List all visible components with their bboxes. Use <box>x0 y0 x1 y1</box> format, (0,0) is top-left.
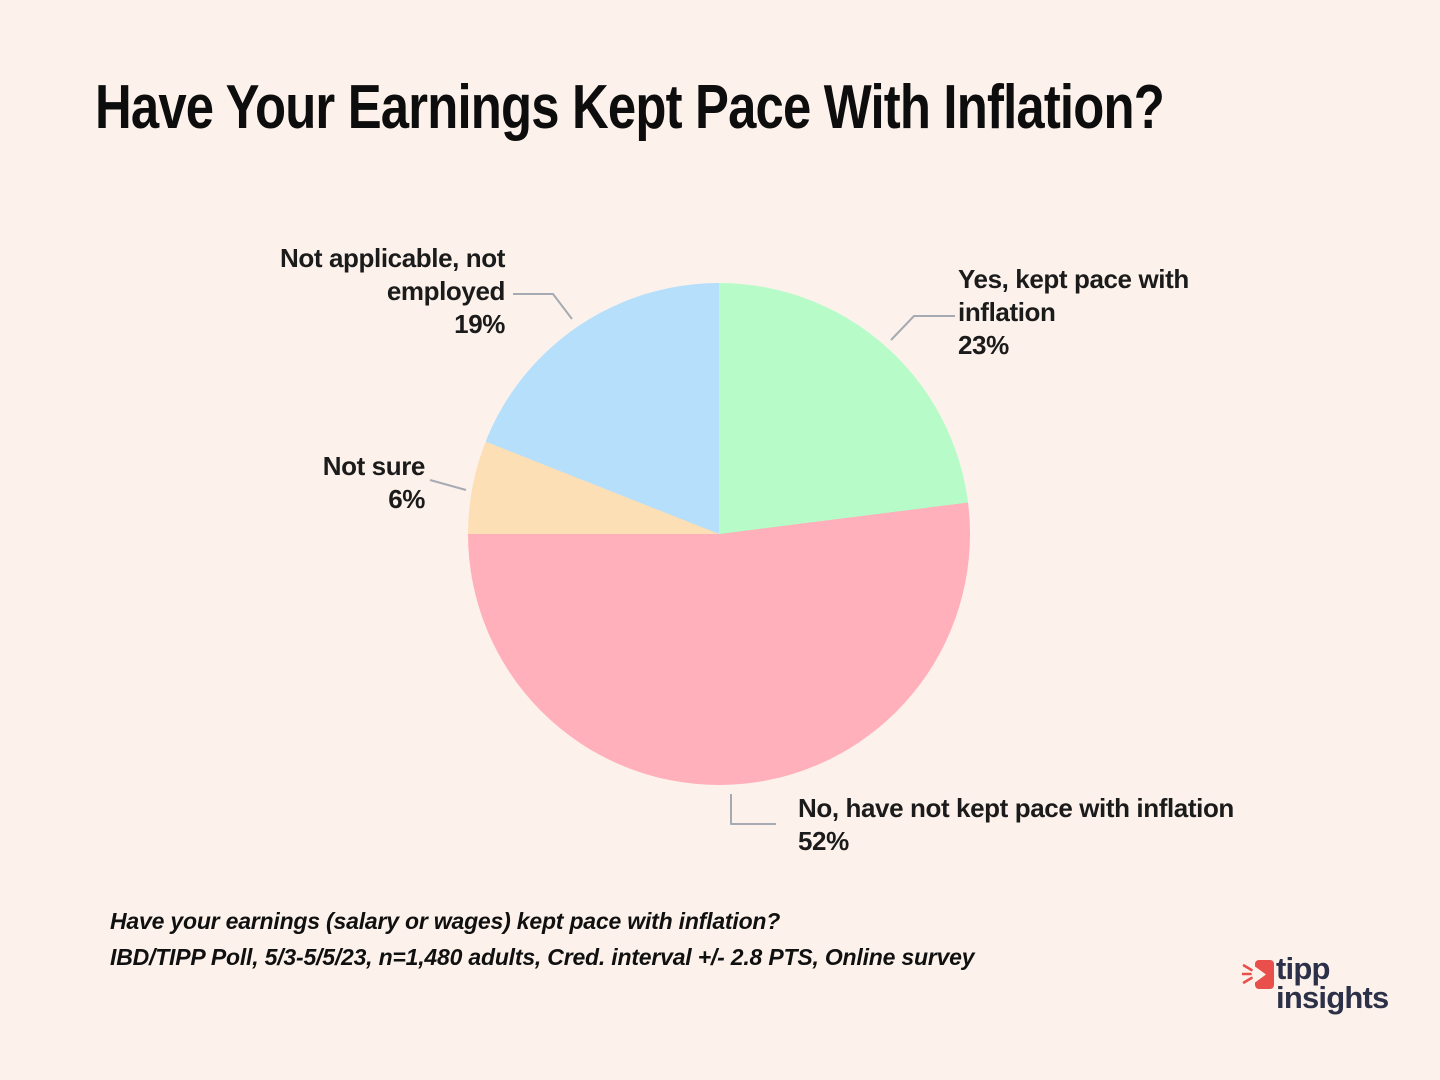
footer-question: Have your earnings (salary or wages) kep… <box>110 908 781 934</box>
slice-label-yes: Yes, kept pace with inflation 23% <box>958 263 1238 362</box>
leader-line-yes <box>890 315 955 341</box>
slice-label-text: No, have not kept pace with inflation <box>798 793 1234 823</box>
slice-label-text: Yes, kept pace with inflation <box>958 264 1189 327</box>
footer-source: IBD/TIPP Poll, 5/3-5/5/23, n=1,480 adult… <box>110 944 975 970</box>
leader-line-no <box>730 794 776 825</box>
page-title: Have Your Earnings Kept Pace With Inflat… <box>95 73 1165 142</box>
slice-pct: 52% <box>798 826 849 856</box>
slice-label-not-applicable: Not applicable, not employed 19% <box>225 242 505 341</box>
slice-pct: 19% <box>454 309 505 339</box>
leader-line-not-sure <box>429 479 467 491</box>
slice-label-text: Not applicable, not employed <box>280 243 505 306</box>
slice-pct: 23% <box>958 330 1009 360</box>
slice-label-no: No, have not kept pace with inflation 52… <box>798 792 1378 858</box>
logo-word-tipp: tipp <box>1276 951 1330 986</box>
slice-label-not-sure: Not sure 6% <box>275 450 426 516</box>
logo-word-insights: insights <box>1276 980 1389 1015</box>
logo-arrow-icon <box>1242 960 1274 989</box>
logo-wordmark: tipp insights <box>1276 951 1389 1015</box>
slice-pct: 6% <box>388 484 425 514</box>
pie-chart <box>468 283 970 785</box>
slice-label-text: Not sure <box>322 451 426 481</box>
brand-logo: tipp insights <box>1242 951 1437 1024</box>
leader-line-not-applicable <box>513 293 573 320</box>
